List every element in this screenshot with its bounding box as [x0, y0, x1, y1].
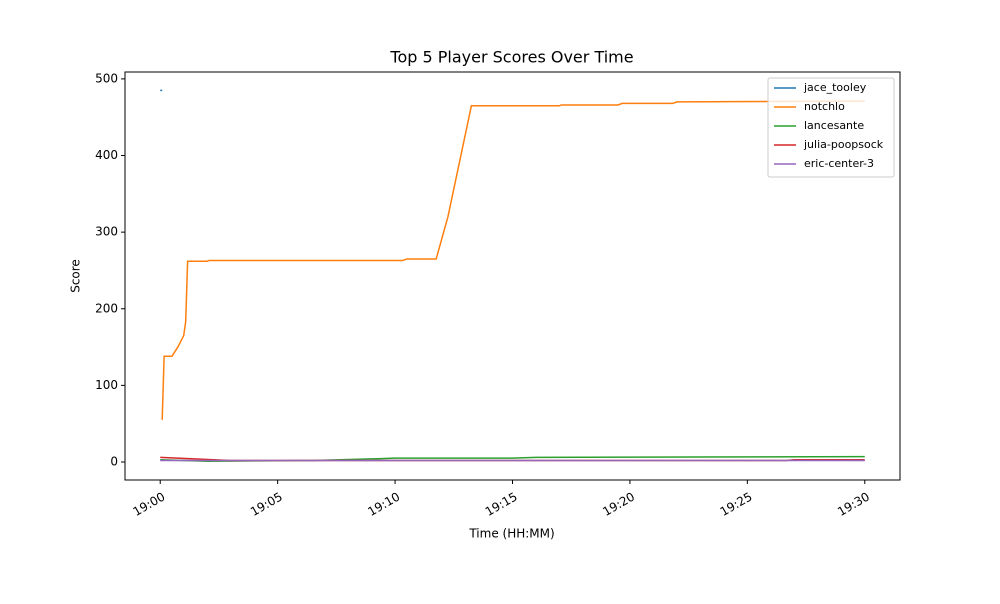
y-tick-label: 400: [95, 148, 118, 162]
y-tick-label: 0: [110, 454, 118, 468]
legend-label: julia-poopsock: [803, 138, 884, 151]
legend-label: notchlo: [804, 100, 845, 113]
y-axis-label: Score: [69, 259, 83, 293]
y-tick-label: 300: [95, 225, 118, 239]
y-tick-label: 200: [95, 301, 118, 315]
x-tick-label: 19:15: [483, 490, 520, 519]
y-tick-label: 100: [95, 378, 118, 392]
x-tick-label: 19:20: [600, 490, 637, 519]
series-line: [161, 100, 865, 420]
y-tick-label: 500: [95, 71, 118, 85]
x-tick-label: 19:05: [248, 490, 285, 519]
legend-box: [767, 77, 895, 178]
x-tick-label: 19:00: [131, 490, 168, 519]
x-tick-label: 19:30: [835, 490, 872, 519]
legend-label: jace_tooley: [803, 81, 867, 94]
legend-label: eric-center-3: [804, 157, 874, 170]
x-axis-label: Time (HH:MM): [468, 527, 554, 541]
x-tick-label: 19:25: [718, 490, 755, 519]
x-tick-label: 19:10: [365, 490, 402, 519]
chart-title: Top 5 Player Scores Over Time: [389, 48, 633, 67]
legend-label: lancesante: [804, 119, 864, 132]
